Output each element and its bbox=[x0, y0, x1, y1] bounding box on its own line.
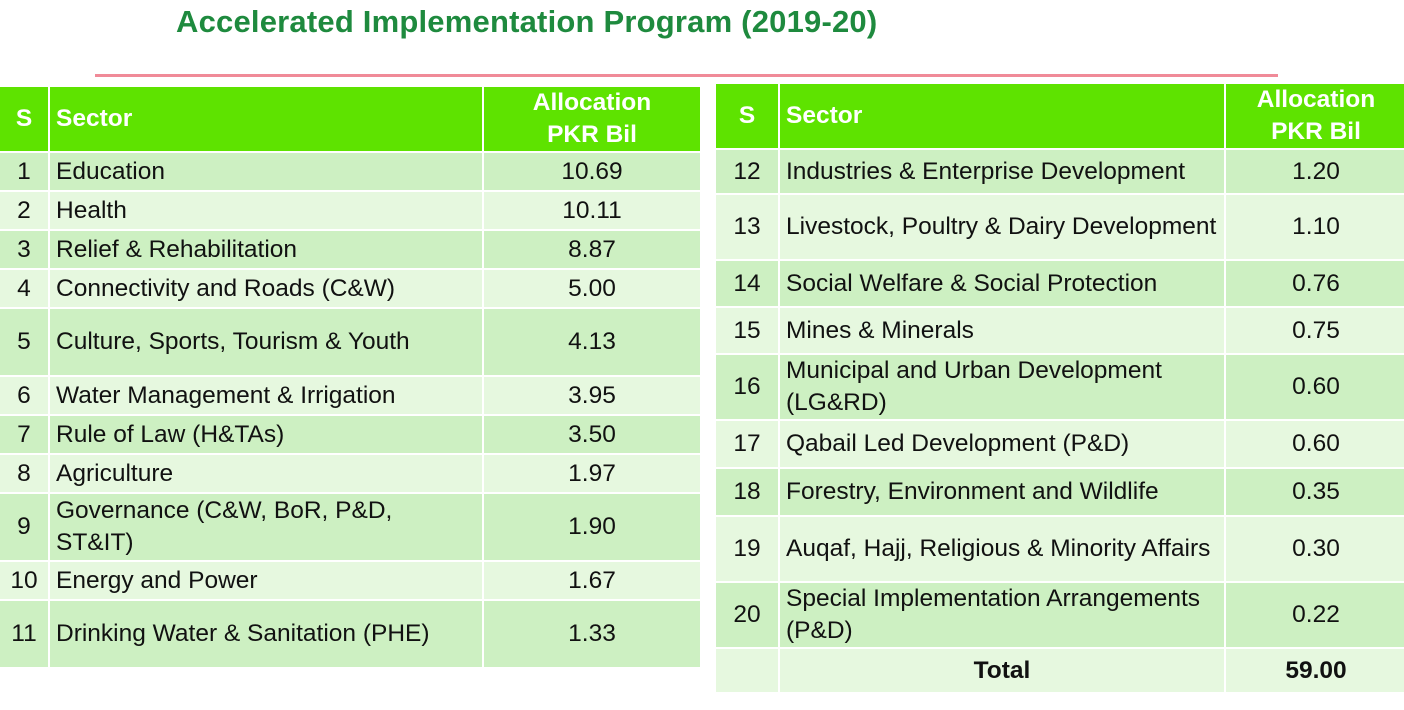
table-row: 5 Culture, Sports, Tourism & Youth 4.13 bbox=[0, 309, 700, 377]
row-number: 10 bbox=[0, 562, 50, 601]
row-number: 6 bbox=[0, 377, 50, 416]
table-row: 15 Mines & Minerals 0.75 bbox=[716, 308, 1404, 355]
row-sector: Social Welfare & Social Protection bbox=[780, 261, 1226, 308]
table-row: 3 Relief & Rehabilitation 8.87 bbox=[0, 231, 700, 270]
row-number: 8 bbox=[0, 455, 50, 494]
row-number: 17 bbox=[716, 421, 780, 469]
header-allocation-line2: PKR Bil bbox=[1271, 118, 1361, 145]
header-allocation-line1: Allocation bbox=[532, 89, 652, 116]
row-allocation: 0.22 bbox=[1226, 583, 1404, 649]
row-allocation: 0.76 bbox=[1226, 261, 1404, 308]
table-row: 20 Special Implementation Arrangements (P… bbox=[716, 583, 1404, 649]
header-s: S bbox=[0, 87, 50, 153]
row-sector: Livestock, Poultry & Dairy Development bbox=[780, 195, 1226, 261]
header-s: S bbox=[716, 84, 780, 150]
row-number: 12 bbox=[716, 150, 780, 195]
table-row: 4 Connectivity and Roads (C&W) 5.00 bbox=[0, 270, 700, 309]
row-allocation: 1.97 bbox=[484, 455, 700, 494]
row-number: 5 bbox=[0, 309, 50, 377]
title-divider bbox=[95, 74, 1278, 77]
row-allocation: 4.13 bbox=[484, 309, 700, 377]
row-sector: Special Implementation Arrangements (P&D… bbox=[780, 583, 1226, 649]
row-sector: Governance (C&W, BoR, P&D, ST&IT) bbox=[50, 494, 484, 562]
row-sector: Qabail Led Development (P&D) bbox=[780, 421, 1226, 469]
table-row: 12 Industries & Enterprise Development 1.2… bbox=[716, 150, 1404, 195]
row-number: 15 bbox=[716, 308, 780, 355]
row-sector: Mines & Minerals bbox=[780, 308, 1226, 355]
header-allocation-line1: Allocation bbox=[1256, 86, 1376, 113]
row-sector: Health bbox=[50, 192, 484, 231]
table-row: 7 Rule of Law (H&TAs) 3.50 bbox=[0, 416, 700, 455]
table-row: 2 Health 10.11 bbox=[0, 192, 700, 231]
row-sector: Water Management & Irrigation bbox=[50, 377, 484, 416]
row-sector: Industries & Enterprise Development bbox=[780, 150, 1226, 195]
row-allocation: 8.87 bbox=[484, 231, 700, 270]
row-allocation: 1.90 bbox=[484, 494, 700, 562]
row-allocation: 10.69 bbox=[484, 153, 700, 192]
row-allocation: 0.35 bbox=[1226, 469, 1404, 517]
total-row: Total 59.00 bbox=[716, 649, 1404, 694]
row-allocation: 1.33 bbox=[484, 601, 700, 669]
table-row: 19 Auqaf, Hajj, Religious & Minority Affa… bbox=[716, 517, 1404, 583]
table-row: 10 Energy and Power 1.67 bbox=[0, 562, 700, 601]
table-row: 9 Governance (C&W, BoR, P&D, ST&IT) 1.90 bbox=[0, 494, 700, 562]
row-allocation: 10.11 bbox=[484, 192, 700, 231]
row-sector: Connectivity and Roads (C&W) bbox=[50, 270, 484, 309]
row-sector: Auqaf, Hajj, Religious & Minority Affair… bbox=[780, 517, 1226, 583]
table-row: 18 Forestry, Environment and Wildlife 0.35 bbox=[716, 469, 1404, 517]
row-allocation: 0.30 bbox=[1226, 517, 1404, 583]
row-number: 18 bbox=[716, 469, 780, 517]
table-row: 6 Water Management & Irrigation 3.95 bbox=[0, 377, 700, 416]
row-sector: Culture, Sports, Tourism & Youth bbox=[50, 309, 484, 377]
row-sector: Drinking Water & Sanitation (PHE) bbox=[50, 601, 484, 669]
allocation-table-left: S Sector Allocation PKR Bil 1 Education 10… bbox=[0, 87, 700, 669]
row-allocation: 3.50 bbox=[484, 416, 700, 455]
row-number: 14 bbox=[716, 261, 780, 308]
row-number: 1 bbox=[0, 153, 50, 192]
row-sector: Agriculture bbox=[50, 455, 484, 494]
row-allocation: 5.00 bbox=[484, 270, 700, 309]
allocation-table-right: S Sector Allocation PKR Bil 12 Industries… bbox=[716, 84, 1404, 694]
row-number: 19 bbox=[716, 517, 780, 583]
row-allocation: 1.67 bbox=[484, 562, 700, 601]
table-row: 14 Social Welfare & Social Protection 0.76 bbox=[716, 261, 1404, 308]
header-allocation: Allocation PKR Bil bbox=[1226, 84, 1404, 150]
row-sector: Municipal and Urban Development (LG&RD) bbox=[780, 355, 1226, 421]
row-number: 7 bbox=[0, 416, 50, 455]
row-allocation: 3.95 bbox=[484, 377, 700, 416]
row-number: 2 bbox=[0, 192, 50, 231]
header-sector: Sector bbox=[50, 87, 484, 153]
row-number: 9 bbox=[0, 494, 50, 562]
row-allocation: 0.60 bbox=[1226, 355, 1404, 421]
row-allocation: 0.75 bbox=[1226, 308, 1404, 355]
total-spacer bbox=[716, 649, 780, 694]
row-sector: Energy and Power bbox=[50, 562, 484, 601]
page-title: Accelerated Implementation Program (2019… bbox=[176, 4, 878, 39]
table-row: 11 Drinking Water & Sanitation (PHE) 1.33 bbox=[0, 601, 700, 669]
table-row: 17 Qabail Led Development (P&D) 0.60 bbox=[716, 421, 1404, 469]
row-allocation: 0.60 bbox=[1226, 421, 1404, 469]
table-row: 13 Livestock, Poultry & Dairy Development… bbox=[716, 195, 1404, 261]
row-sector: Rule of Law (H&TAs) bbox=[50, 416, 484, 455]
row-sector: Forestry, Environment and Wildlife bbox=[780, 469, 1226, 517]
row-number: 3 bbox=[0, 231, 50, 270]
total-value: 59.00 bbox=[1226, 649, 1404, 694]
row-number: 13 bbox=[716, 195, 780, 261]
row-number: 11 bbox=[0, 601, 50, 669]
table-row: 8 Agriculture 1.97 bbox=[0, 455, 700, 494]
row-sector: Relief & Rehabilitation bbox=[50, 231, 484, 270]
total-label: Total bbox=[780, 649, 1226, 694]
row-number: 20 bbox=[716, 583, 780, 649]
row-allocation: 1.10 bbox=[1226, 195, 1404, 261]
row-number: 16 bbox=[716, 355, 780, 421]
table-row: 1 Education 10.69 bbox=[0, 153, 700, 192]
header-allocation-line2: PKR Bil bbox=[547, 121, 637, 148]
row-sector: Education bbox=[50, 153, 484, 192]
header-allocation: Allocation PKR Bil bbox=[484, 87, 700, 153]
header-sector: Sector bbox=[780, 84, 1226, 150]
table-row: 16 Municipal and Urban Development (LG&RD… bbox=[716, 355, 1404, 421]
row-allocation: 1.20 bbox=[1226, 150, 1404, 195]
row-number: 4 bbox=[0, 270, 50, 309]
